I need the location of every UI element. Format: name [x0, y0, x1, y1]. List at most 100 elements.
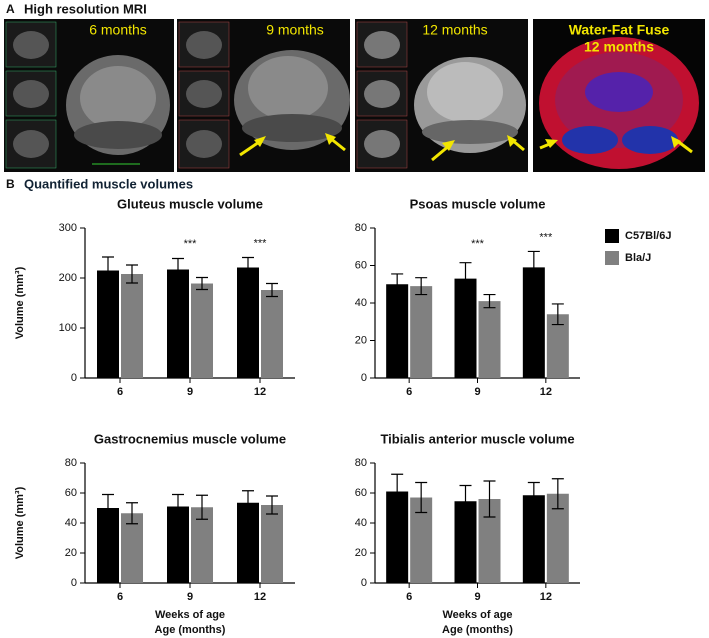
- bar: [546, 493, 569, 583]
- bar: [261, 290, 283, 378]
- bar: [191, 283, 213, 378]
- error-bar: [415, 277, 428, 296]
- bar: [121, 274, 143, 378]
- bar: [237, 267, 259, 378]
- y-tick-label: 20: [355, 334, 367, 346]
- error-bar: [242, 490, 254, 516]
- bar: [454, 278, 477, 378]
- panel-label: A: [6, 2, 15, 16]
- mri-image: [177, 19, 350, 172]
- bar: [386, 491, 409, 583]
- y-tick-label: 0: [361, 372, 367, 384]
- x-tick-label: 9: [187, 386, 193, 398]
- x-axis-label: Age (months): [442, 624, 513, 636]
- error-bar: [551, 303, 564, 326]
- bar: [522, 495, 545, 583]
- y-tick-label: 300: [59, 222, 77, 234]
- error-bar: [102, 256, 114, 285]
- error-bar: [266, 282, 278, 298]
- x-tick-label: 9: [474, 386, 480, 398]
- y-tick-label: 40: [355, 517, 367, 529]
- x-tick-label: 6: [117, 591, 123, 603]
- bar: [167, 506, 189, 583]
- significance: ***: [184, 238, 198, 250]
- bar: [191, 507, 213, 583]
- x-axis-label: Age (months): [155, 624, 226, 636]
- chart-title: Tibialis anterior muscle volume: [380, 431, 574, 446]
- bar: [237, 502, 259, 583]
- x-tick-label: 12: [540, 386, 552, 398]
- bar: [386, 284, 409, 378]
- bar: [478, 499, 501, 583]
- legend-label: C57Bl/6J: [625, 230, 671, 242]
- y-tick-label: 80: [65, 457, 77, 469]
- significance: ***: [254, 237, 268, 249]
- x-tick-label: 12: [254, 386, 266, 398]
- bar: [410, 286, 433, 378]
- x-tick-label: 12: [254, 591, 266, 603]
- mri-image: [533, 19, 705, 172]
- bar: [121, 513, 143, 583]
- significance: ***: [471, 238, 485, 250]
- significance: ***: [539, 231, 553, 243]
- legend-swatch: [605, 251, 619, 265]
- y-tick-label: 80: [355, 222, 367, 234]
- image-caption: 9 months: [266, 22, 324, 38]
- legend-label: Bla/J: [625, 252, 651, 264]
- error-bar: [483, 293, 496, 309]
- error-bar: [266, 495, 278, 515]
- x-axis-label: Weeks of age: [442, 609, 512, 621]
- bar: [97, 270, 119, 378]
- y-axis-label: Volume (mm³): [14, 266, 26, 339]
- error-bar: [527, 481, 540, 509]
- error-bar: [196, 276, 208, 291]
- panel-title: Quantified muscle volumes: [24, 176, 193, 191]
- image-caption: Water-Fat Fuse: [569, 22, 670, 38]
- error-bar: [527, 250, 540, 284]
- y-tick-label: 100: [59, 322, 77, 334]
- error-bar: [483, 480, 496, 518]
- y-tick-label: 200: [59, 272, 77, 284]
- y-tick-label: 80: [355, 457, 367, 469]
- error-bar: [172, 493, 184, 520]
- y-tick-label: 0: [361, 577, 367, 589]
- bar: [546, 314, 569, 378]
- x-tick-label: 6: [117, 386, 123, 398]
- chart-title: Gluteus muscle volume: [117, 196, 263, 211]
- image-caption: 12 months: [584, 39, 654, 55]
- panel-title: High resolution MRI: [24, 1, 147, 16]
- mri-image: [4, 19, 174, 172]
- bar: [97, 508, 119, 583]
- y-tick-label: 20: [355, 547, 367, 559]
- legend-swatch: [605, 229, 619, 243]
- error-bar: [551, 478, 564, 510]
- x-tick-label: 9: [187, 591, 193, 603]
- error-bar: [126, 502, 138, 525]
- error-bar: [102, 493, 114, 523]
- chart-title: Psoas muscle volume: [410, 196, 546, 211]
- error-bar: [391, 473, 404, 510]
- error-bar: [126, 264, 138, 284]
- y-axis-label: Volume (mm³): [14, 486, 26, 559]
- error-bar: [459, 484, 472, 518]
- image-caption: 12 months: [422, 22, 487, 38]
- bar: [410, 497, 433, 583]
- error-bar: [242, 256, 254, 279]
- y-tick-label: 0: [71, 577, 77, 589]
- bar: [454, 501, 477, 583]
- y-tick-label: 20: [65, 547, 77, 559]
- error-bar: [391, 273, 404, 296]
- x-tick-label: 12: [540, 591, 552, 603]
- x-tick-label: 6: [406, 386, 412, 398]
- y-tick-label: 60: [355, 259, 367, 271]
- chart-title: Gastrocnemius muscle volume: [94, 431, 286, 446]
- x-axis-label: Weeks of age: [155, 609, 225, 621]
- error-bar: [459, 262, 472, 296]
- error-bar: [415, 481, 428, 514]
- error-bar: [172, 257, 184, 282]
- y-tick-label: 40: [355, 297, 367, 309]
- bar: [478, 301, 501, 378]
- mri-image: [355, 19, 528, 172]
- image-caption: 6 months: [89, 22, 147, 38]
